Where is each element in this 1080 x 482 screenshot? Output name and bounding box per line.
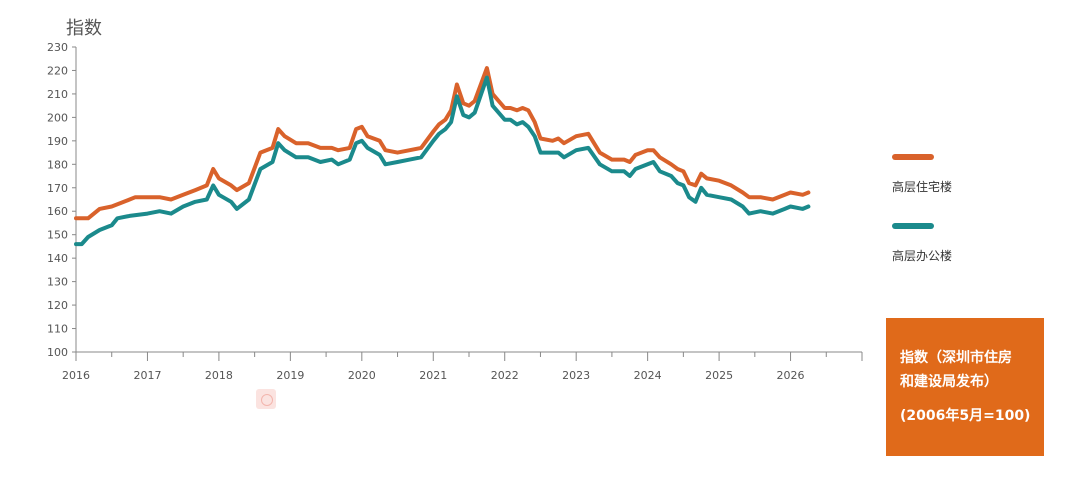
y-tick-label: 130	[47, 276, 68, 289]
legend-swatch-residential	[892, 154, 934, 160]
x-tick-label: 2026	[777, 369, 805, 382]
x-tick-label: 2017	[133, 369, 161, 382]
x-tick-label: 2023	[562, 369, 590, 382]
x-tick-label: 2019	[276, 369, 304, 382]
y-tick-label: 230	[47, 41, 68, 54]
x-tick-label: 2022	[491, 369, 519, 382]
y-axis: 100 110 120 130 140 150 160 170 180 190 200 210 220 2…	[47, 41, 77, 359]
y-axis-label: 指数	[66, 18, 102, 39]
x-tick-label: 2020	[348, 369, 376, 382]
legend-item-office: 高层办公楼	[892, 223, 1012, 264]
y-tick-label: 200	[47, 111, 68, 124]
line-chart: 指数 100 110 120 130 140 150 160 170 180 190 200 210 2…	[47, 18, 863, 382]
y-tick-label: 180	[47, 158, 68, 171]
note-base-period: (2006年5月=100)	[900, 408, 1031, 424]
x-tick-label: 2018	[205, 369, 233, 382]
y-tick-label: 170	[47, 182, 68, 195]
y-tick-label: 210	[47, 88, 68, 101]
series-layer	[74, 66, 811, 247]
y-tick-label: 110	[47, 323, 68, 336]
x-axis: 2016 2017 2018 2019 2020 2021 2022 2023 2024 2025…	[62, 351, 863, 382]
note-line-2: 和建设局发布）	[900, 374, 998, 390]
y-tick-label: 140	[47, 252, 68, 265]
legend-label-residential: 高层住宅楼	[892, 180, 953, 194]
y-tick-label: 190	[47, 135, 68, 148]
series-line-residential	[74, 66, 811, 221]
seal-icon	[256, 389, 276, 409]
y-tick-label: 150	[47, 229, 68, 242]
y-tick-label: 220	[47, 64, 68, 77]
y-tick-label: 120	[47, 299, 68, 312]
note-line-1: 指数（深圳市住房	[900, 350, 1012, 366]
x-tick-label: 2025	[705, 369, 733, 382]
series-line-office	[74, 75, 811, 247]
x-tick-label: 2016	[62, 369, 90, 382]
x-tick-label: 2021	[419, 369, 447, 382]
y-tick-label: 160	[47, 205, 68, 218]
legend-swatch-office	[892, 223, 934, 229]
y-tick-label: 100	[47, 346, 68, 359]
legend-item-residential: 高层住宅楼	[892, 154, 1012, 195]
index-note-box: 指数（深圳市住房 和建设局发布） (2006年5月=100)	[886, 318, 1044, 456]
legend-label-office: 高层办公楼	[892, 249, 953, 263]
x-tick-label: 2024	[634, 369, 662, 382]
